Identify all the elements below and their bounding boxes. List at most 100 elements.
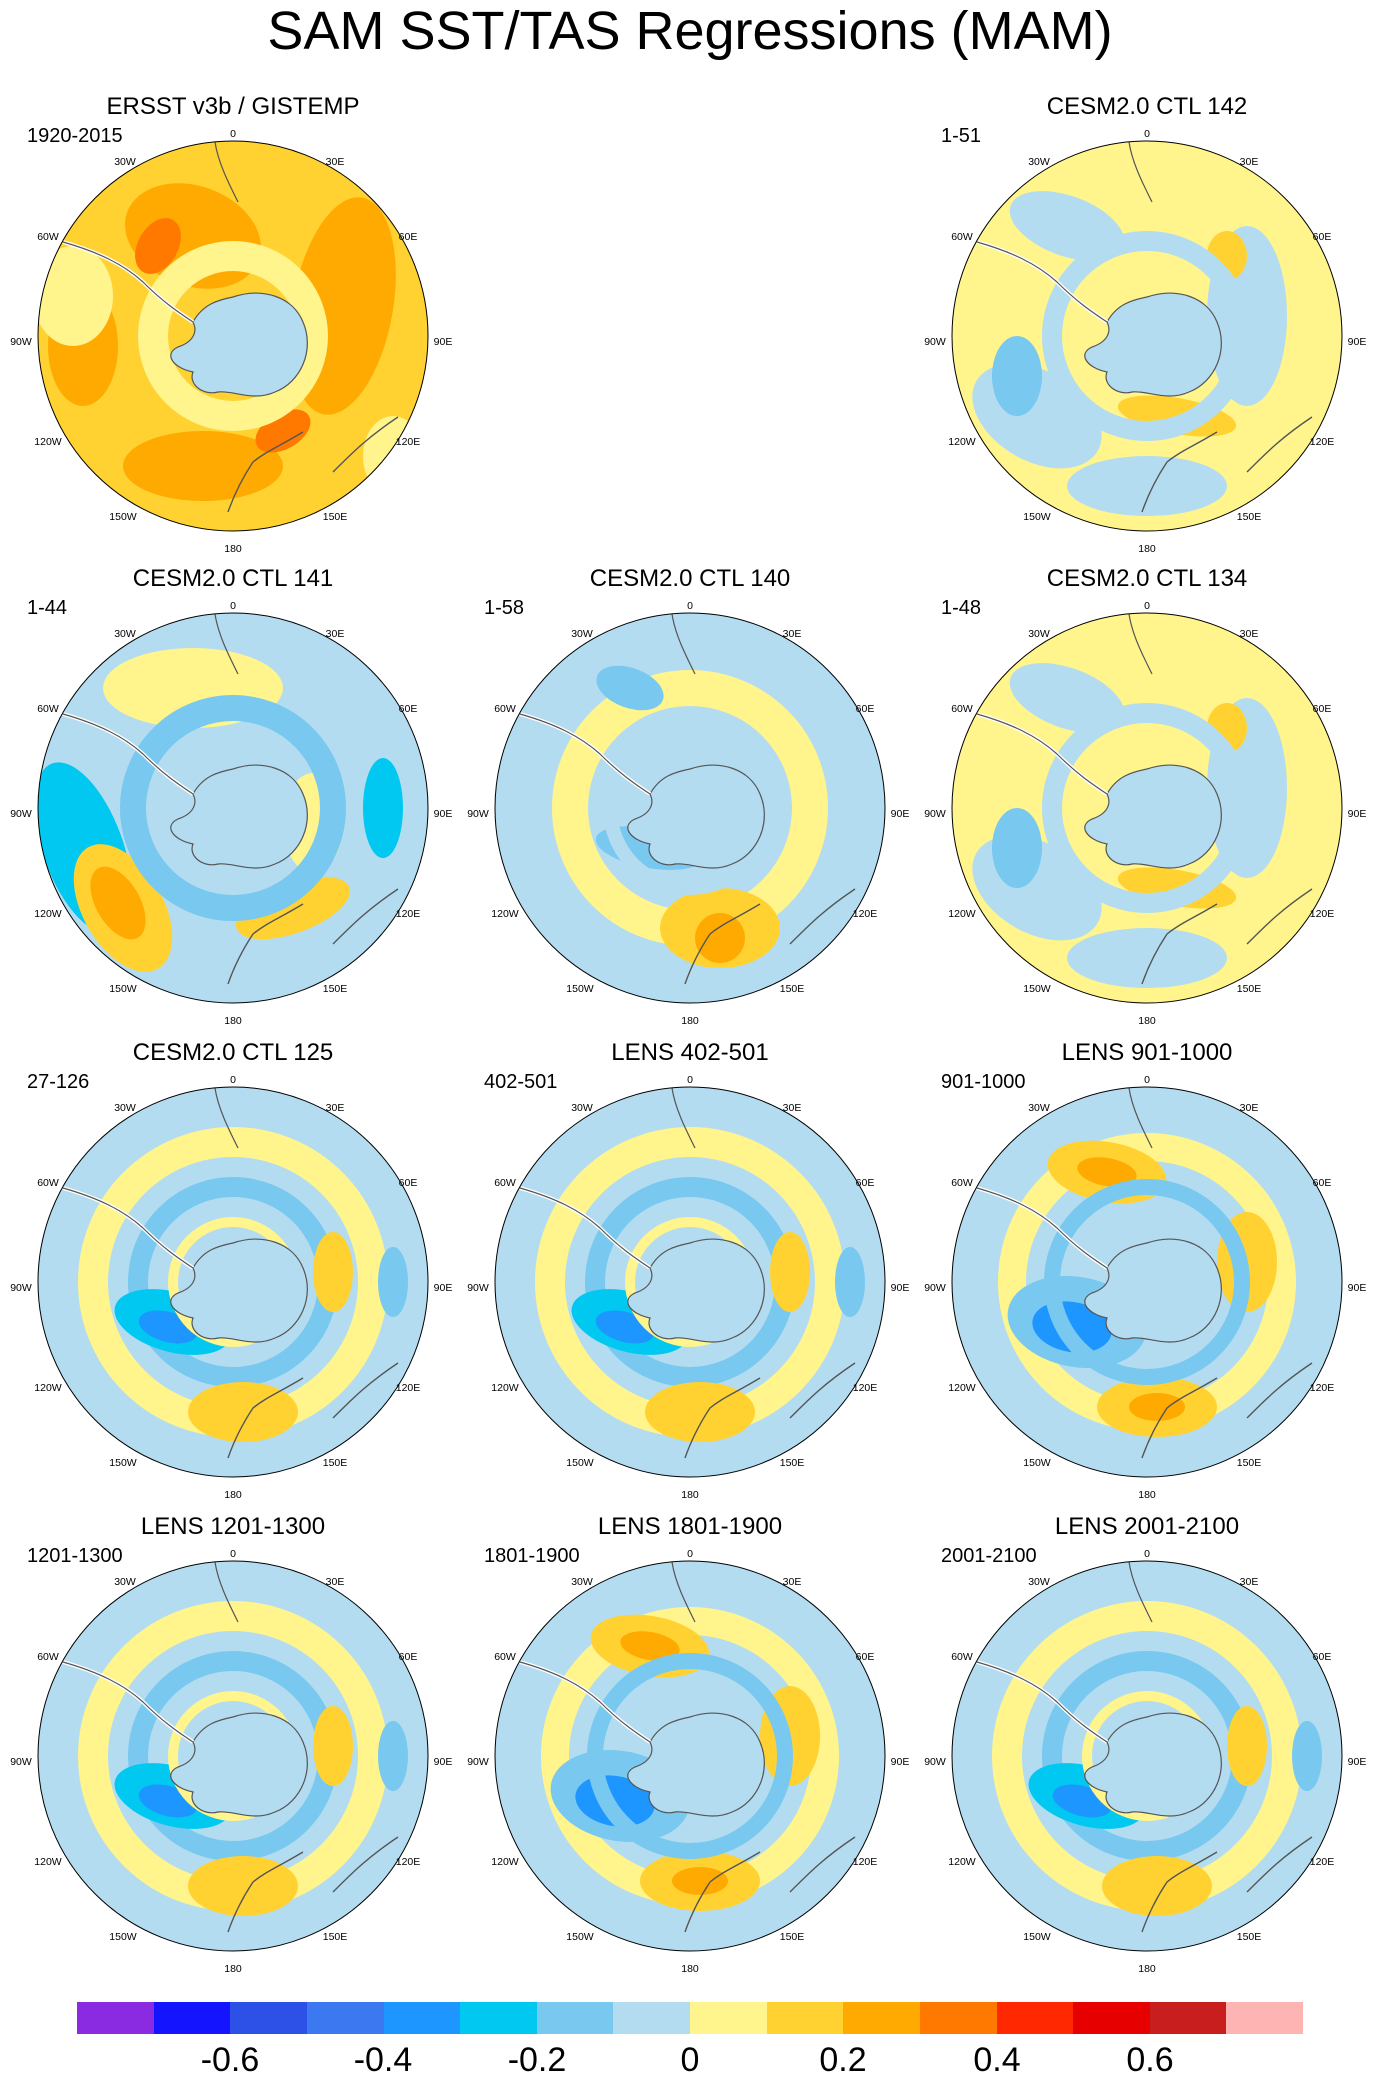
australia-coastline	[789, 1836, 856, 1893]
australia-coastline	[789, 1362, 856, 1419]
longitude-label: 120E	[396, 1856, 421, 1868]
antarctica-coastline	[627, 1712, 765, 1817]
south-america-coastline-edge	[519, 1661, 651, 1743]
longitude-label: 90W	[467, 1756, 489, 1768]
south-america-coastline-edge	[976, 1187, 1108, 1269]
longitude-label: 180	[1138, 1963, 1156, 1975]
polar-map: 0 30E 60E 90E 120E 150E 180 150W 120W 90W 60W 30W	[10, 600, 452, 1027]
cool-anomaly-ring	[603, 721, 777, 895]
cool-anomaly	[1067, 928, 1227, 988]
panel-ctl140: CESM2.0 CTL 140 1-58 0 30E 60E 90E 120E 150E 1…	[460, 564, 920, 1034]
longitude-label: 30E	[326, 628, 345, 640]
australia-coastline	[332, 1836, 399, 1893]
south-america-coastline-edge	[519, 1187, 651, 1269]
colorbar-swatch	[1073, 2002, 1150, 2034]
map-border	[951, 140, 1343, 532]
panel-lens-1201: LENS 1201-1300 1201-1300 0 30E 60E 90E 120E 1…	[3, 1512, 463, 1982]
cool-anomaly	[992, 336, 1042, 416]
longitude-label: 60W	[37, 231, 59, 243]
longitude-label: 180	[681, 1963, 699, 1975]
panel-period: 1-48	[941, 597, 982, 619]
longitude-label: 0	[230, 128, 236, 140]
longitude-label: 90E	[434, 1756, 453, 1768]
longitude-label: 30W	[571, 628, 593, 640]
longitude-label: 30E	[326, 156, 345, 168]
polar-map: 0 30E 60E 90E 120E 150E 180 150W 120W 90W 60W 30W	[467, 1074, 910, 1501]
longitude-label: 150W	[109, 983, 137, 995]
longitude-label: 150W	[1023, 1457, 1051, 1469]
antarctica-coastline	[1084, 1238, 1222, 1343]
longitude-label: 120W	[948, 1382, 976, 1394]
panel-title: LENS 1201-1300	[140, 1513, 326, 1540]
panel-title: CESM2.0 CTL 141	[132, 565, 334, 592]
longitude-label: 180	[224, 1015, 242, 1027]
africa-coastline	[214, 141, 239, 203]
longitude-label: 90E	[1348, 1756, 1367, 1768]
longitude-label: 30W	[1028, 1576, 1050, 1588]
longitude-label: 150E	[780, 1457, 805, 1469]
south-america-coastline-edge	[62, 241, 194, 323]
longitude-label: 120E	[396, 1382, 421, 1394]
map-border	[951, 1086, 1343, 1478]
cool-anomaly-ring	[587, 1653, 793, 1859]
map-border	[37, 1086, 429, 1478]
weak-anomaly-ring	[138, 241, 328, 431]
panel-ctl125: CESM2.0 CTL 125 27-126 0 30E 60E 90E 120E 150…	[3, 1038, 463, 1508]
panel-period: 1201-1300	[27, 1545, 123, 1567]
longitude-label: 90E	[891, 1282, 910, 1294]
australia-coastline	[789, 888, 856, 945]
weak-anomaly	[363, 416, 423, 496]
longitude-label: 90W	[924, 1756, 946, 1768]
longitude-label: 150W	[109, 1457, 137, 1469]
colorbar-tick-label: 0	[680, 2041, 700, 2079]
longitude-label: 0	[1144, 1074, 1150, 1086]
longitude-label: 30E	[1240, 628, 1259, 640]
longitude-label: 150E	[1237, 1457, 1262, 1469]
longitude-label: 150W	[1023, 511, 1051, 523]
longitude-label: 30E	[1240, 1102, 1259, 1114]
australia-coastline	[332, 888, 399, 945]
cool-anomaly-ring	[1042, 231, 1252, 441]
cool-anomaly	[1009, 663, 1125, 733]
australia-coastline	[1246, 416, 1313, 473]
longitude-label: 90E	[891, 808, 910, 820]
warm-anomaly	[695, 913, 745, 963]
map-border	[951, 612, 1343, 1004]
colorbar-tick-label: 0.6	[1126, 2041, 1174, 2079]
new-zealand-coastline	[684, 903, 761, 985]
cool-anomaly	[1292, 1721, 1322, 1791]
longitude-label: 180	[1138, 543, 1156, 555]
colorbar-tick-label: -0.6	[200, 2041, 260, 2079]
warm-anomaly	[770, 1232, 810, 1312]
panel-period: 402-501	[484, 1071, 558, 1093]
cool-anomaly	[1009, 191, 1125, 261]
longitude-label: 60E	[399, 231, 418, 243]
longitude-label: 0	[687, 1548, 693, 1560]
panel-title: ERSST v3b / GISTEMP	[106, 93, 360, 120]
longitude-label: 60E	[1313, 703, 1332, 715]
new-zealand-coastline	[684, 1377, 761, 1459]
new-zealand-coastline	[1141, 903, 1218, 985]
antarctica-coastline	[170, 292, 308, 397]
africa-coastline	[1128, 1087, 1153, 1149]
longitude-label: 90W	[10, 1756, 32, 1768]
longitude-label: 60E	[1313, 231, 1332, 243]
panel-title: LENS 2001-2100	[1054, 1513, 1240, 1540]
colorbar-swatch	[77, 2002, 154, 2034]
antarctica-coastline	[170, 1238, 308, 1343]
longitude-label: 150W	[1023, 983, 1051, 995]
longitude-label: 30E	[326, 1576, 345, 1588]
longitude-label: 150W	[566, 1931, 594, 1943]
south-america-coastline-edge	[62, 1187, 194, 1269]
longitude-label: 30E	[1240, 1576, 1259, 1588]
longitude-label: 90E	[891, 1756, 910, 1768]
longitude-label: 60E	[399, 1177, 418, 1189]
new-zealand-coastline	[1141, 1851, 1218, 1933]
longitude-label: 30W	[114, 1102, 136, 1114]
longitude-label: 120W	[34, 1856, 62, 1868]
longitude-label: 120E	[853, 1382, 878, 1394]
panel-ctl134: CESM2.0 CTL 134 1-48 0 30E 60E 90E 120E 150E 1…	[917, 564, 1377, 1034]
south-america-coastline-edge	[976, 1661, 1108, 1743]
longitude-label: 30W	[1028, 156, 1050, 168]
longitude-label: 0	[230, 1074, 236, 1086]
